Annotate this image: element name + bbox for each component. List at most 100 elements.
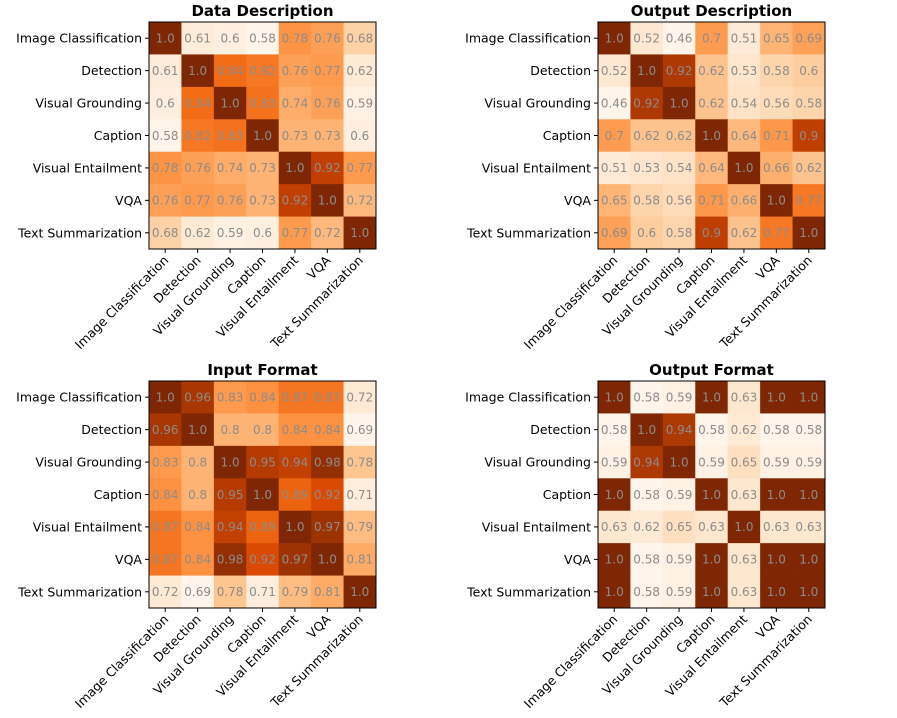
heatmap-cell xyxy=(630,445,664,479)
cell-value-label: 0.64 xyxy=(698,161,725,175)
heatmap-cell xyxy=(792,543,826,576)
y-tick-label: Detection xyxy=(530,422,591,437)
heatmap-cell xyxy=(727,86,761,120)
heatmap-cell xyxy=(311,413,344,447)
heatmap-cell xyxy=(792,510,826,544)
cell-value-label: 0.76 xyxy=(217,194,244,208)
cell-value-label: 0.56 xyxy=(763,96,790,110)
heatmap-cell xyxy=(213,86,247,120)
cell-value-label: 1.0 xyxy=(605,32,624,46)
heatmap-cell xyxy=(598,381,631,414)
heatmap-panel: Output Format 1.0 0.58 0.59 1.0 0.63 1.0 1.0 0.5… xyxy=(465,361,826,711)
heatmap-cell xyxy=(662,543,696,576)
cell-value-label: 0.78 xyxy=(282,32,309,46)
y-tick-label: Visual Grounding xyxy=(35,455,142,470)
heatmap-cell xyxy=(278,543,312,576)
y-tick-label: VQA xyxy=(564,193,591,208)
heatmap-cell xyxy=(246,54,280,88)
cell-value-label: 1.0 xyxy=(188,64,207,78)
y-tick-label: Visual Entailment xyxy=(33,519,142,534)
heatmap-cell xyxy=(662,54,696,88)
heatmap-cell xyxy=(630,510,664,544)
cell-value-label: 0.59 xyxy=(601,455,628,469)
cell-value-label: 0.71 xyxy=(346,488,373,502)
heatmap-cell xyxy=(278,575,312,609)
cell-value-label: 0.92 xyxy=(314,161,341,175)
heatmap-cell xyxy=(213,413,247,447)
cell-value-label: 0.7 xyxy=(702,32,721,46)
cell-value-label: 0.77 xyxy=(346,161,373,175)
cell-value-label: 0.64 xyxy=(731,129,758,143)
heatmap-cell xyxy=(792,413,826,447)
heatmap-cell xyxy=(598,445,631,479)
cell-value-label: 0.63 xyxy=(601,520,628,534)
heatmap-cell xyxy=(760,445,793,479)
heatmap-cell xyxy=(662,413,696,447)
cell-value-label: 0.83 xyxy=(217,129,244,143)
heatmap-cell xyxy=(213,119,247,153)
cell-value-label: 0.51 xyxy=(601,161,628,175)
cell-value-label: 0.69 xyxy=(795,32,822,46)
heatmap-cell xyxy=(727,119,761,153)
heatmap-cell xyxy=(343,86,377,120)
heatmap-cell xyxy=(630,86,664,120)
cell-value-label: 0.96 xyxy=(152,423,179,437)
cell-value-label: 0.62 xyxy=(666,129,693,143)
heatmap-cell xyxy=(181,413,215,447)
heatmap-cell xyxy=(181,119,215,153)
y-tick-label: Caption xyxy=(94,487,142,502)
heatmap-cell xyxy=(213,445,247,479)
heatmap-cell xyxy=(246,216,280,250)
cell-value-label: 0.94 xyxy=(217,520,244,534)
heatmap-cell xyxy=(792,151,826,185)
cell-value-label: 0.87 xyxy=(152,520,179,534)
cell-value-label: 0.87 xyxy=(314,391,341,405)
cell-value-label: 0.73 xyxy=(249,194,276,208)
cell-value-label: 0.58 xyxy=(249,32,276,46)
heatmap-cell xyxy=(760,54,793,88)
heatmap-cell xyxy=(246,86,280,120)
y-tick-label: Visual Grounding xyxy=(484,96,591,111)
heatmap-cell xyxy=(213,151,247,185)
heatmap-cell xyxy=(149,22,182,55)
cell-value-label: 1.0 xyxy=(702,488,721,502)
heatmap-cell xyxy=(760,478,793,512)
cell-value-label: 1.0 xyxy=(734,161,753,175)
cell-value-label: 0.63 xyxy=(731,553,758,567)
cell-value-label: 0.84 xyxy=(184,520,211,534)
cell-value-label: 0.77 xyxy=(282,226,309,240)
cell-value-label: 1.0 xyxy=(702,553,721,567)
y-tick-label: VQA xyxy=(564,552,591,567)
heatmap-cell xyxy=(246,184,280,217)
y-tick-label: Text Summarization xyxy=(466,225,591,240)
heatmap-cell xyxy=(343,510,377,544)
heatmap-cell xyxy=(695,413,729,447)
cell-value-label: 0.59 xyxy=(666,488,693,502)
cell-value-label: 1.0 xyxy=(670,455,689,469)
y-tick-label: Visual Grounding xyxy=(484,455,591,470)
panel-title: Input Format xyxy=(207,361,317,379)
heatmap-cell xyxy=(181,86,215,120)
cell-value-label: 1.0 xyxy=(156,32,175,46)
heatmap-cell xyxy=(792,478,826,512)
panel-title: Data Description xyxy=(191,2,333,20)
heatmap-cell xyxy=(598,86,631,120)
cell-value-label: 1.0 xyxy=(767,553,786,567)
heatmap-panel: Input Format 1.0 0.96 0.83 0.84 0.87 0.87 0.72 0… xyxy=(16,361,377,711)
heatmap-cell xyxy=(630,478,664,512)
cell-value-label: 0.92 xyxy=(666,64,693,78)
cell-value-label: 0.6 xyxy=(253,226,272,240)
cell-value-label: 1.0 xyxy=(734,520,753,534)
cell-value-label: 0.72 xyxy=(346,391,373,405)
cell-value-label: 0.63 xyxy=(731,391,758,405)
heatmap-cell xyxy=(278,478,312,512)
heatmap-cell xyxy=(630,54,664,88)
heatmap-cell xyxy=(727,54,761,88)
cell-value-label: 0.62 xyxy=(795,161,822,175)
cell-value-label: 0.46 xyxy=(666,32,693,46)
heatmap-cell xyxy=(760,86,793,120)
panel-title: Output Description xyxy=(631,2,792,20)
heatmap-panel: Output Description 1.0 0.52 0.46 0.7 0.51 0.65… xyxy=(465,2,826,352)
cell-value-label: 1.0 xyxy=(221,455,240,469)
y-tick-label: Visual Entailment xyxy=(482,519,591,534)
